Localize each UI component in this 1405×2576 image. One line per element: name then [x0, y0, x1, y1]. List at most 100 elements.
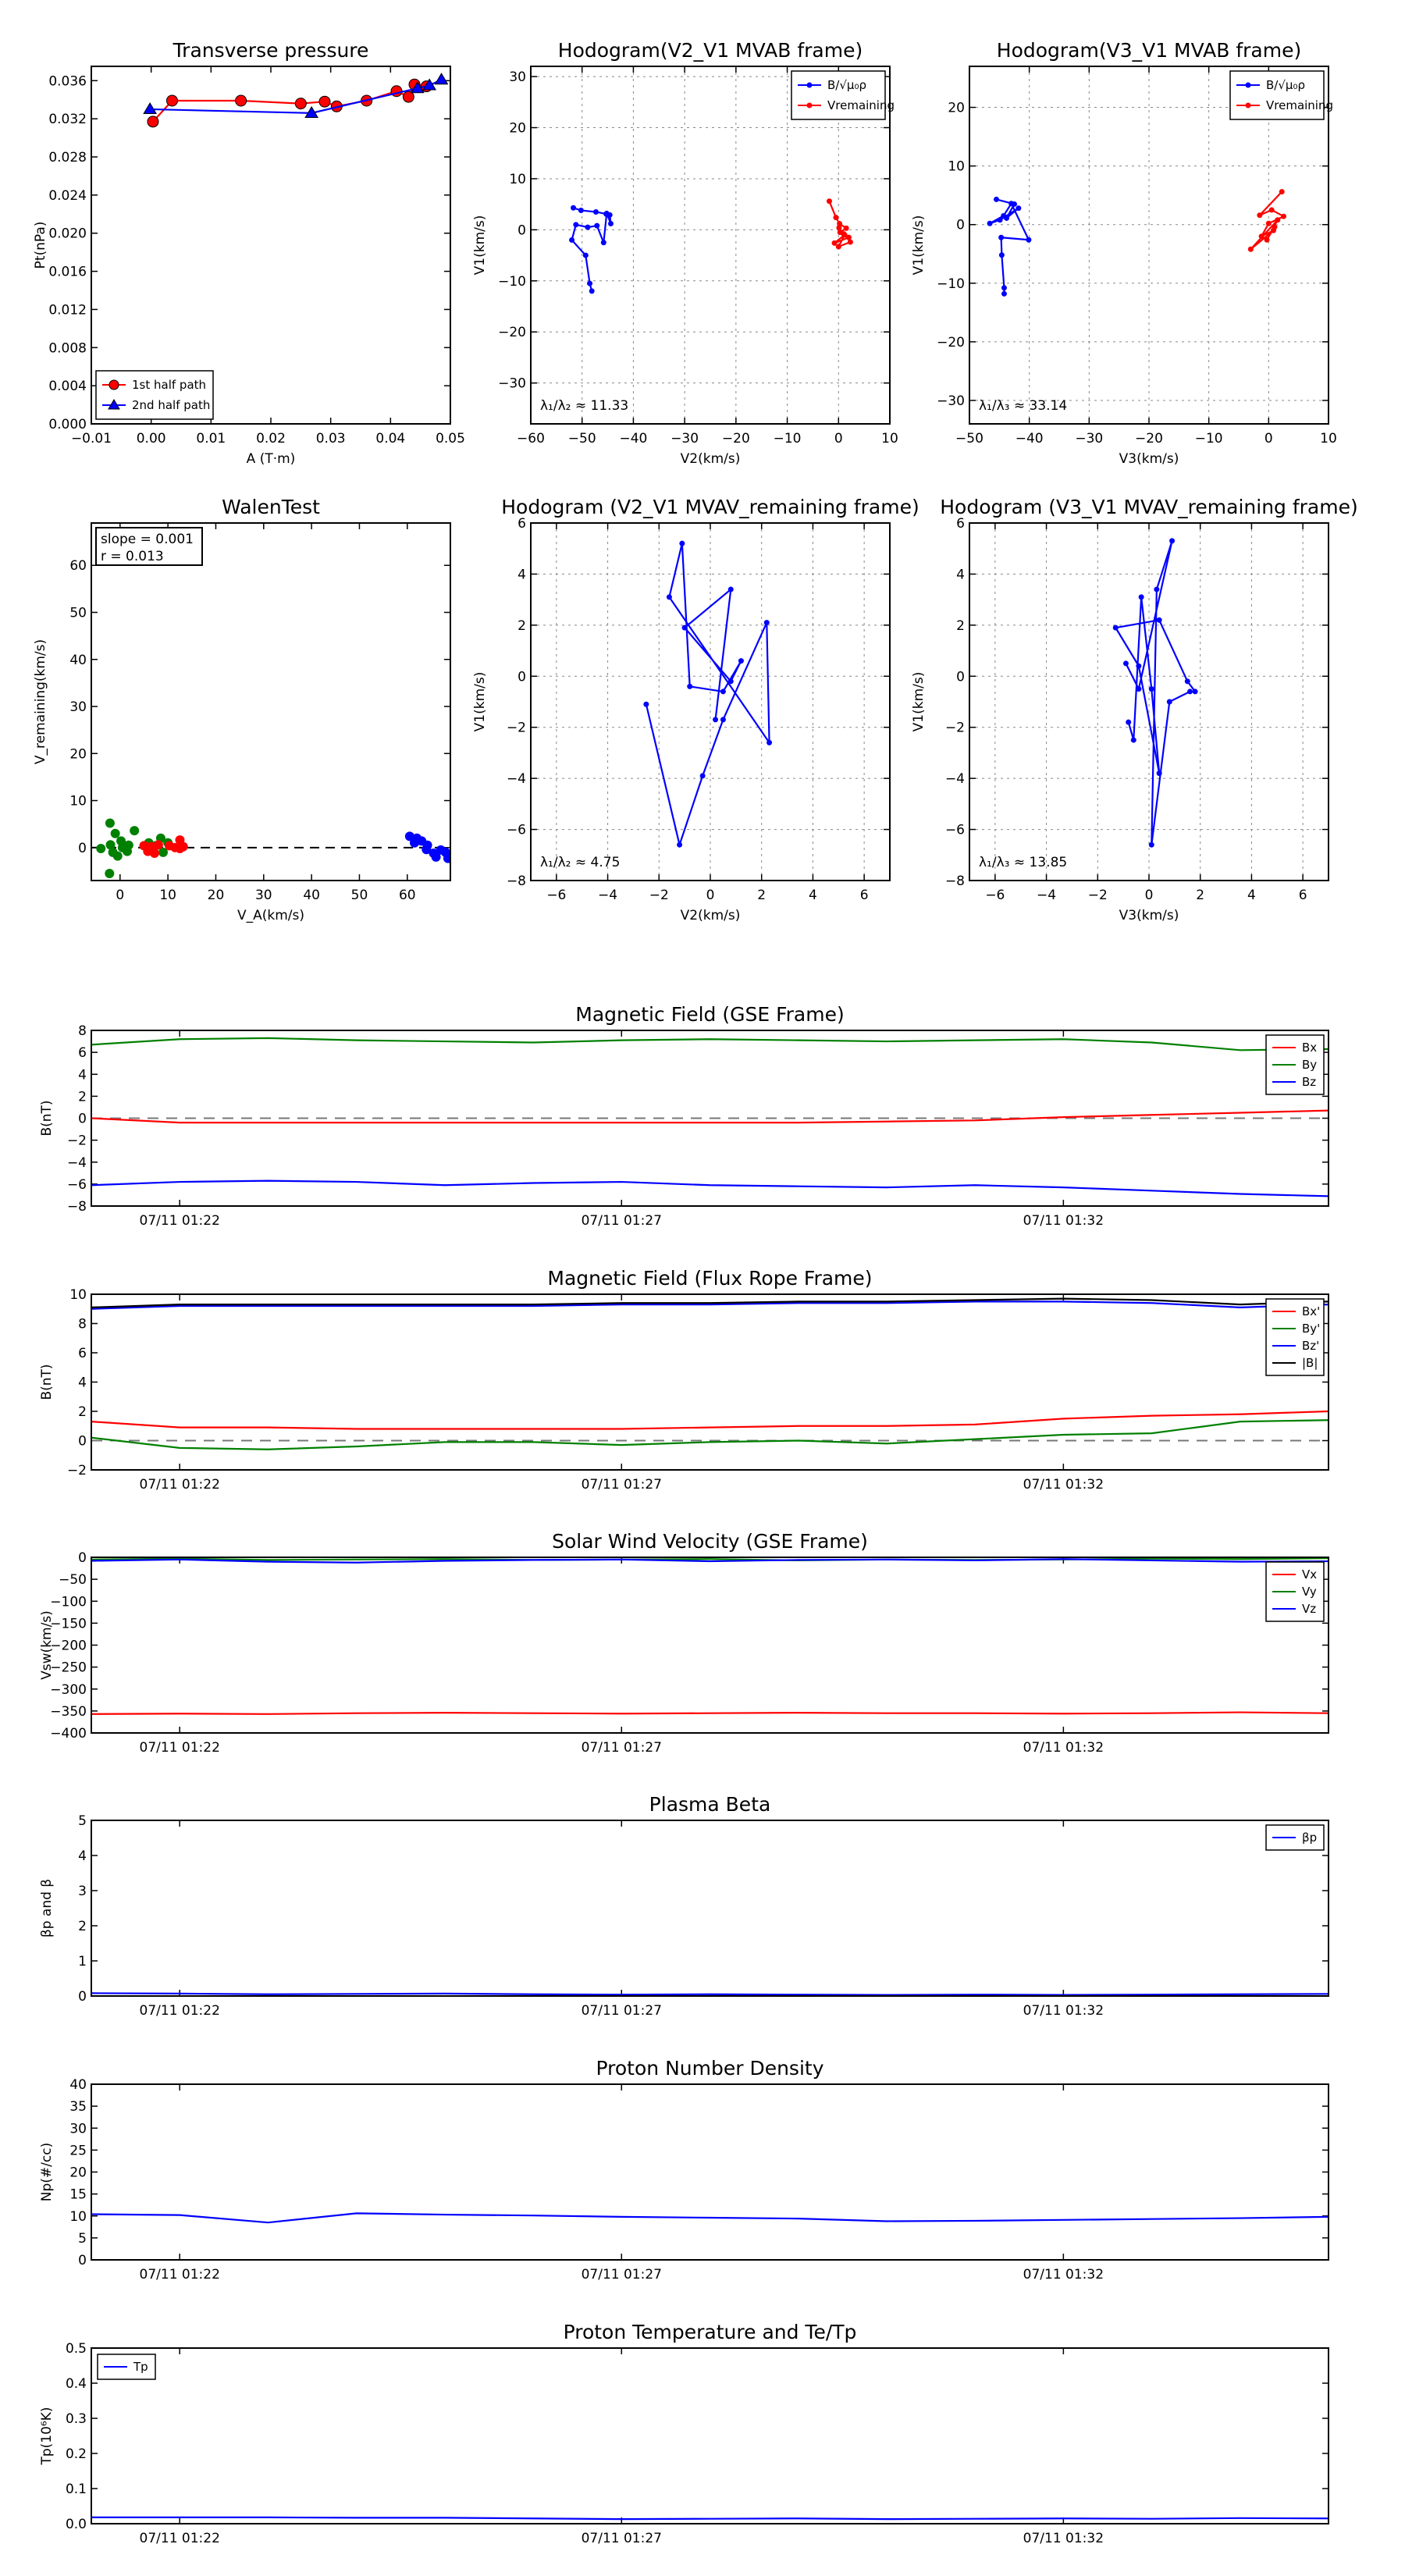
data-point — [727, 586, 734, 592]
data-point — [763, 620, 770, 626]
y-tick-label: −4 — [945, 771, 965, 787]
data-point — [1136, 663, 1142, 669]
y-tick-label: 6 — [956, 516, 965, 532]
x-tick-label: 20 — [208, 888, 225, 903]
x-tick-label: 0.05 — [436, 431, 465, 447]
legend-label: By' — [1302, 1322, 1320, 1336]
y-tick-label: 0 — [956, 669, 965, 685]
y-tick-label: 2 — [956, 618, 965, 634]
y-axis-label: βp and β — [39, 1879, 55, 1937]
y-tick-label: 3 — [78, 1884, 87, 1899]
y-tick-label: 8 — [78, 1317, 87, 1332]
data-point — [1001, 285, 1007, 291]
x-tick-label: 6 — [1299, 888, 1307, 903]
y-tick-label: −2 — [945, 720, 965, 736]
legend-marker — [1245, 82, 1251, 88]
y-tick-label: 10 — [69, 794, 87, 809]
y-tick-label: 20 — [69, 746, 87, 762]
data-point — [1169, 538, 1176, 544]
x-tick-label: −10 — [774, 431, 802, 447]
legend: βp — [1265, 1824, 1325, 1851]
legend-label: By — [1302, 1058, 1317, 1072]
x-tick-label: 50 — [351, 888, 368, 903]
data-point — [147, 116, 159, 128]
data-point — [431, 852, 441, 862]
data-point — [1136, 686, 1142, 692]
data-point — [1148, 841, 1154, 848]
data-point — [837, 221, 843, 227]
y-tick-label: 10 — [948, 159, 965, 175]
data-point — [1122, 660, 1129, 667]
y-tick-label: 6 — [518, 516, 526, 532]
data-point — [843, 225, 849, 231]
legend-marker — [108, 399, 120, 410]
y-tick-label: 0.032 — [48, 112, 87, 127]
y-tick-label: 20 — [509, 121, 526, 137]
y-tick-label: 0 — [518, 222, 526, 238]
legend-box — [1229, 70, 1325, 120]
x-tick-label: 07/11 01:27 — [582, 2267, 662, 2282]
chart-title: Hodogram(V3_V1 MVAB frame) — [997, 39, 1301, 62]
data-point — [1001, 290, 1007, 297]
stats-box — [95, 527, 203, 566]
data-point — [699, 773, 706, 779]
data-point — [443, 853, 450, 863]
data-point — [666, 594, 672, 600]
legend: B/√μ₀ρ Vremaining — [791, 70, 895, 120]
data-point — [841, 231, 847, 237]
y-tick-label: −20 — [498, 325, 526, 340]
data-point — [110, 828, 120, 838]
y-tick-label: −2 — [67, 1463, 87, 1478]
legend-label: Vremaining — [1266, 98, 1333, 112]
legend-marker — [806, 82, 813, 88]
data-point — [994, 196, 999, 202]
x-tick-label: −50 — [568, 431, 596, 447]
series-line-0 — [645, 543, 770, 849]
chart-tp: Proton Temperature and Te/Tp 07/11 01:22 0… — [39, 2321, 1329, 2546]
chart-hodo4: Hodogram (V3_V1 MVAV_remaining frame) −6 −… — [911, 496, 1358, 923]
chart-pt: Transverse pressure −0.01 0.00 0.01 0.02 0.03… — [33, 39, 465, 467]
y-tick-label: −250 — [50, 1660, 87, 1676]
y-tick-label: 0.024 — [48, 188, 87, 204]
data-point — [402, 91, 414, 103]
x-tick-label: 07/11 01:32 — [1023, 1740, 1104, 1756]
y-tick-label: −6 — [507, 823, 526, 838]
data-point — [578, 208, 584, 214]
x-tick-label: 07/11 01:27 — [582, 1213, 662, 1229]
plot-frame — [969, 66, 1329, 425]
data-point — [422, 845, 432, 855]
data-point — [643, 701, 649, 707]
data-point — [1192, 688, 1198, 695]
data-point — [582, 252, 589, 258]
series-line-1 — [91, 1419, 1329, 1450]
y-tick-label: 4 — [78, 1848, 87, 1864]
legend-box — [95, 370, 214, 420]
stats-line: r = 0.013 — [101, 549, 164, 564]
x-axis-label: V2(km/s) — [681, 908, 741, 923]
y-axis-label: B(nT) — [39, 1100, 55, 1136]
y-axis-label: V1(km/s) — [911, 215, 927, 276]
chart-title: WalenTest — [222, 496, 320, 518]
y-tick-label: 0.016 — [48, 265, 87, 280]
legend-box — [791, 70, 886, 120]
y-tick-label: 0.012 — [48, 302, 87, 318]
legend-label: B/√μ₀ρ — [827, 78, 866, 92]
x-tick-label: −50 — [955, 431, 984, 447]
y-axis-label: B(nT) — [39, 1364, 55, 1400]
y-tick-label: −10 — [498, 274, 526, 290]
y-tick-label: 0 — [956, 218, 965, 233]
y-tick-label: 20 — [69, 2165, 87, 2181]
data-point — [585, 224, 591, 230]
x-tick-label: 2 — [1196, 888, 1204, 903]
data-point — [1154, 586, 1160, 592]
x-tick-label: 07/11 01:22 — [140, 2267, 220, 2282]
x-tick-label: 07/11 01:27 — [582, 2003, 662, 2019]
y-tick-label: 10 — [509, 172, 526, 187]
data-point — [144, 842, 154, 852]
y-tick-label: −400 — [50, 1726, 87, 1742]
data-point — [1187, 688, 1193, 695]
x-tick-label: 0.01 — [196, 431, 226, 447]
legend-marker — [108, 379, 119, 390]
data-point — [835, 244, 841, 250]
y-tick-label: 0 — [78, 1989, 87, 2005]
